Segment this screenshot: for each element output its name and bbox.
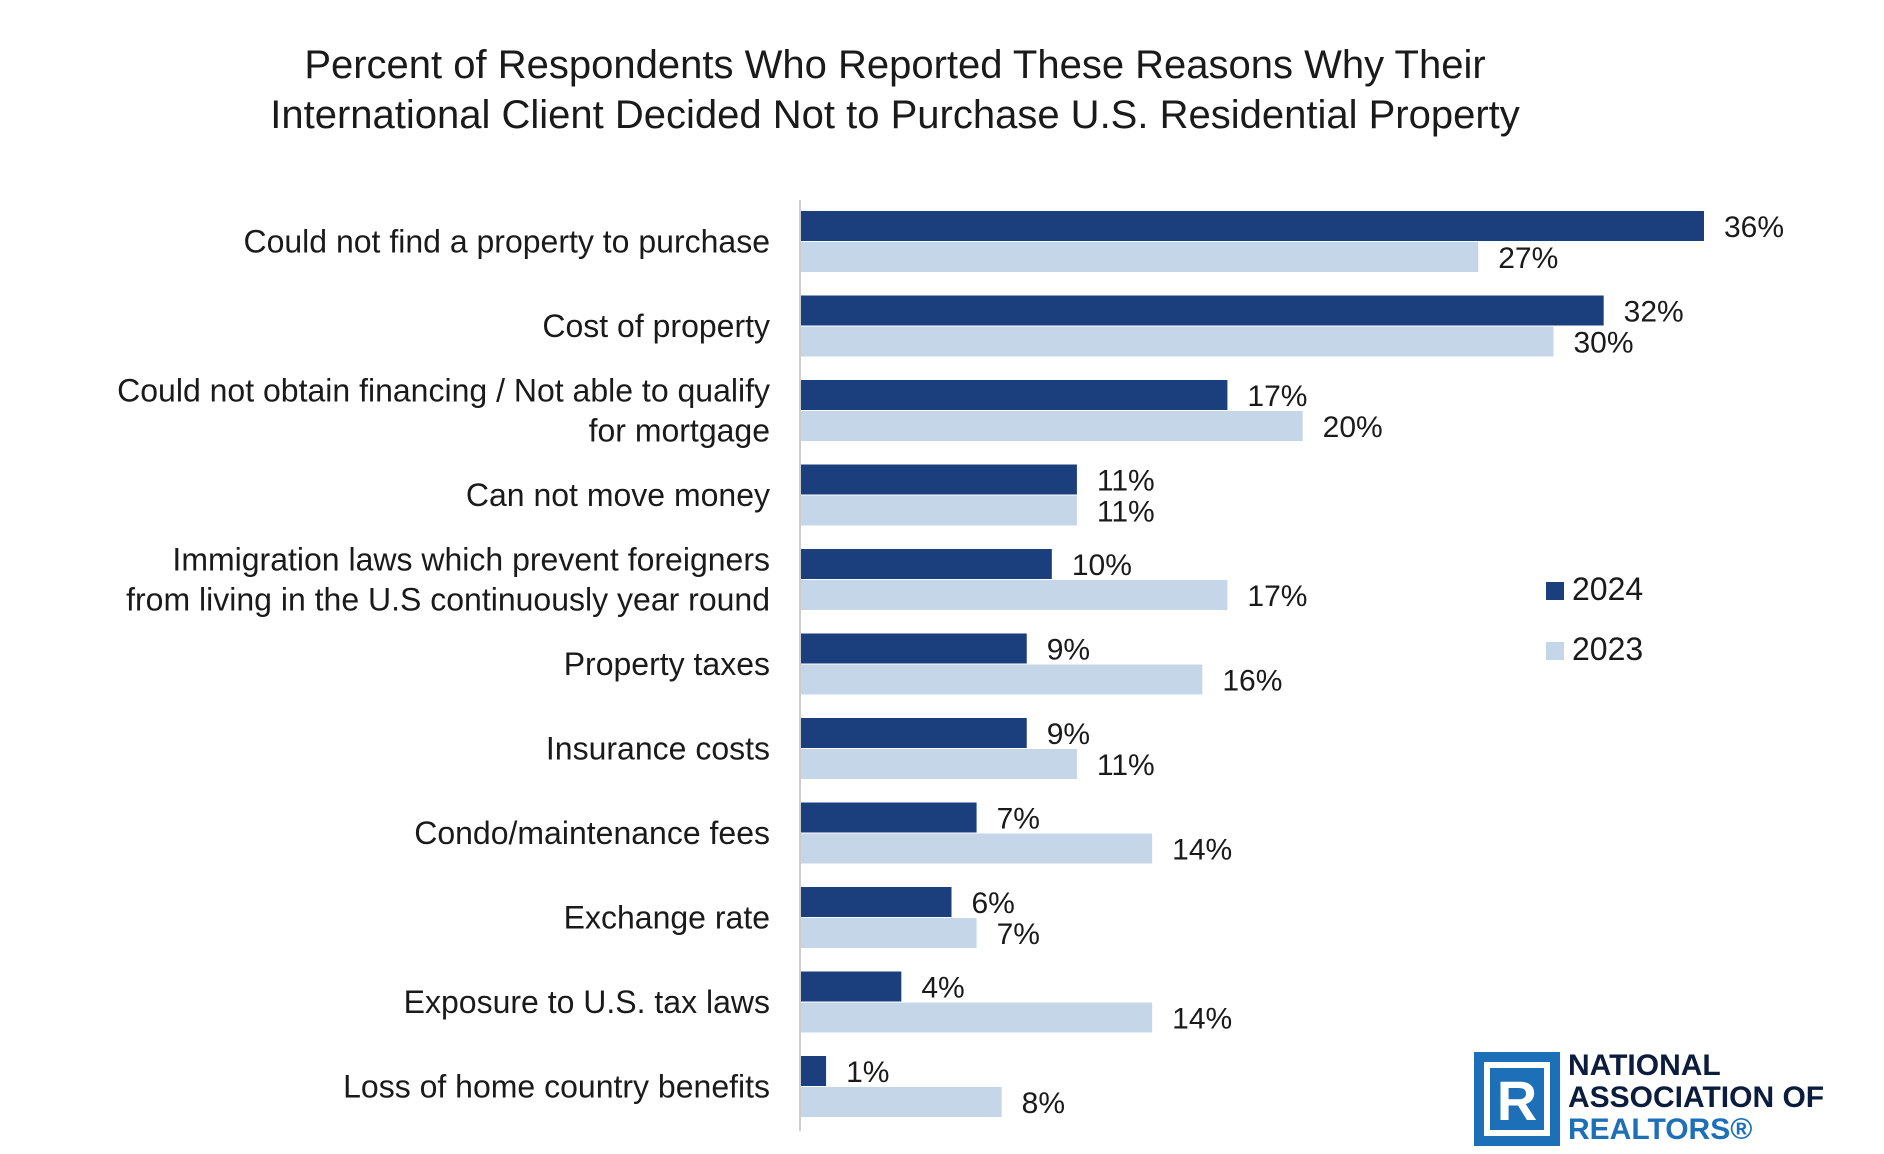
- bar-2024: [801, 887, 952, 917]
- category-label: from living in the U.S continuously year…: [126, 582, 770, 618]
- bar-2024: [801, 802, 977, 833]
- bar-2024: [801, 718, 1027, 748]
- logo-wordmark: NATIONAL ASSOCIATION OF REALTORS®: [1568, 1050, 1824, 1146]
- legend-swatch-2024: [1546, 582, 1564, 600]
- category-label: Cost of property: [542, 308, 770, 344]
- data-label-2024: 1%: [846, 1056, 889, 1089]
- data-label-2023: 27%: [1498, 242, 1558, 275]
- data-label-2024: 32%: [1624, 296, 1684, 329]
- bar-2023: [801, 495, 1077, 526]
- data-label-2024: 6%: [972, 887, 1015, 920]
- bar-2023: [801, 664, 1203, 695]
- logo-mark-letter: R: [1497, 1069, 1537, 1132]
- bar-2023: [801, 749, 1077, 779]
- category-label: Can not move money: [466, 477, 770, 513]
- data-label-2023: 11%: [1097, 749, 1155, 782]
- legend-label-2023: 2023: [1572, 631, 1643, 667]
- data-label-2023: 14%: [1172, 834, 1232, 867]
- category-label: Immigration laws which prevent foreigner…: [172, 542, 770, 578]
- bar-2023: [801, 411, 1303, 441]
- data-label-2024: 7%: [997, 803, 1040, 836]
- data-label-2023: 14%: [1172, 1003, 1232, 1036]
- bar-2024: [801, 1056, 827, 1086]
- bar-2024: [801, 549, 1052, 579]
- data-label-2023: 11%: [1097, 496, 1155, 529]
- data-label-2024: 10%: [1072, 549, 1132, 582]
- data-label-2023: 8%: [1022, 1087, 1065, 1120]
- data-label-2024: 11%: [1097, 465, 1155, 498]
- category-label: Could not find a property to purchase: [243, 224, 770, 260]
- category-label: Insurance costs: [546, 731, 770, 767]
- data-label-2024: 17%: [1247, 380, 1307, 413]
- bar-2024: [801, 464, 1077, 495]
- data-label-2024: 4%: [921, 972, 964, 1005]
- realtors-logo-icon: R: [1474, 1052, 1560, 1146]
- data-label-2023: 30%: [1574, 327, 1634, 360]
- logo-line-2: ASSOCIATION OF: [1568, 1081, 1825, 1114]
- logo-line-1: NATIONAL: [1568, 1049, 1721, 1082]
- bar-2023: [801, 918, 977, 948]
- logo-line-3: REALTORS®: [1568, 1113, 1753, 1146]
- bar-2024: [801, 633, 1027, 664]
- bar-2023: [801, 1087, 1002, 1117]
- legend-label-2024: 2024: [1572, 571, 1643, 607]
- legend-swatch-2023: [1546, 642, 1564, 660]
- data-label-2023: 7%: [997, 918, 1040, 951]
- category-label: for mortgage: [589, 413, 770, 449]
- chart-title-line-1: Percent of Respondents Who Reported Thes…: [304, 43, 1486, 87]
- chart-title: Percent of Respondents Who Reported Thes…: [0, 40, 1790, 140]
- category-label: Exchange rate: [564, 900, 770, 936]
- category-label: Condo/maintenance fees: [414, 815, 770, 851]
- data-label-2023: 17%: [1247, 580, 1307, 613]
- bar-2023: [801, 833, 1153, 864]
- bar-2023: [801, 326, 1554, 357]
- category-label: Loss of home country benefits: [343, 1069, 770, 1105]
- data-label-2024: 36%: [1724, 211, 1784, 244]
- bar-2023: [801, 580, 1228, 610]
- bar-2023: [801, 242, 1479, 272]
- category-label: Could not obtain financing / Not able to…: [117, 373, 770, 409]
- bar-2024: [801, 295, 1604, 326]
- data-label-2023: 16%: [1222, 665, 1282, 698]
- bar-2024: [801, 211, 1704, 241]
- bar-2024: [801, 380, 1228, 410]
- chart-title-line-2: International Client Decided Not to Purc…: [270, 93, 1520, 137]
- category-label: Property taxes: [564, 646, 770, 682]
- data-label-2023: 20%: [1323, 411, 1383, 444]
- category-label: Exposure to U.S. tax laws: [404, 984, 770, 1020]
- data-label-2024: 9%: [1047, 634, 1090, 667]
- bar-2023: [801, 1002, 1153, 1033]
- data-label-2024: 9%: [1047, 718, 1090, 751]
- bar-2024: [801, 971, 902, 1002]
